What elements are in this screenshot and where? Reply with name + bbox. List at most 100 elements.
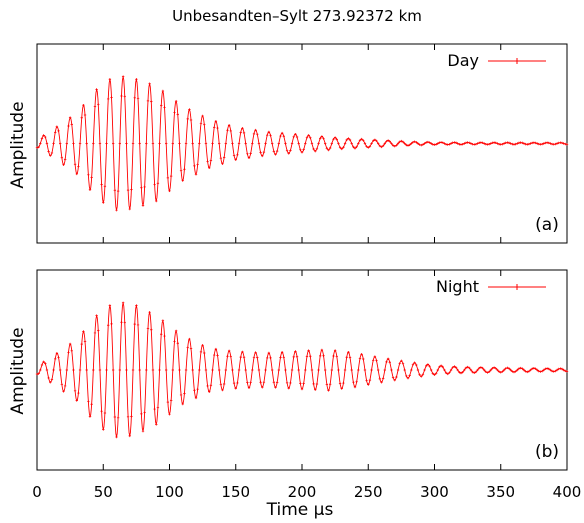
data-point <box>102 428 105 431</box>
data-point <box>300 151 304 154</box>
data-point <box>224 368 228 372</box>
data-point <box>136 97 140 100</box>
data-point <box>98 142 102 145</box>
data-point <box>305 355 309 358</box>
data-point <box>184 142 188 145</box>
data-point <box>330 142 334 145</box>
data-point <box>540 369 544 373</box>
data-point <box>214 347 218 351</box>
panel-a-legend-label: Day <box>447 51 479 70</box>
data-point <box>259 151 262 154</box>
data-point <box>340 147 343 151</box>
data-point <box>49 154 52 157</box>
data-point <box>376 142 380 145</box>
data-point <box>454 366 458 369</box>
data-point <box>131 142 135 145</box>
data-point <box>163 106 166 109</box>
data-point <box>164 142 168 145</box>
data-point <box>343 368 347 372</box>
data-point <box>204 368 208 372</box>
data-point <box>123 95 126 98</box>
data-point <box>222 156 226 159</box>
data-point <box>501 370 504 373</box>
data-point <box>98 368 102 372</box>
data-point <box>232 154 236 157</box>
data-point <box>80 116 83 119</box>
data-point <box>428 141 431 144</box>
data-point <box>110 322 113 326</box>
data-point <box>231 368 234 372</box>
data-point <box>198 142 201 145</box>
data-point <box>160 333 163 336</box>
data-point <box>280 131 284 135</box>
data-point <box>249 152 252 155</box>
data-point <box>191 368 194 372</box>
data-point <box>282 135 285 138</box>
data-point <box>365 145 368 148</box>
data-point <box>277 142 281 145</box>
data-point <box>562 368 565 372</box>
data-point <box>491 367 494 370</box>
data-point <box>130 188 133 191</box>
data-point <box>531 367 534 370</box>
data-point <box>370 142 373 145</box>
data-point <box>256 132 259 136</box>
data-point <box>479 366 483 369</box>
data-point <box>496 142 499 145</box>
data-point <box>120 321 123 324</box>
data-point <box>342 146 345 149</box>
data-point <box>459 371 463 375</box>
data-point <box>274 153 277 156</box>
data-point <box>347 137 350 140</box>
data-point <box>322 354 325 357</box>
data-point <box>338 146 342 149</box>
data-point <box>476 142 479 145</box>
data-point <box>391 376 395 379</box>
data-point <box>448 143 451 146</box>
data-point <box>244 142 247 145</box>
data-point <box>537 370 541 373</box>
data-point <box>113 189 117 192</box>
data-point <box>323 368 327 372</box>
data-point <box>317 368 320 372</box>
data-point <box>367 383 370 386</box>
data-point <box>516 142 519 145</box>
data-point <box>489 142 493 145</box>
data-point <box>257 142 261 145</box>
data-point <box>502 368 506 372</box>
data-point <box>367 146 370 149</box>
data-point <box>521 141 524 145</box>
data-point <box>93 105 97 108</box>
data-point <box>183 168 186 171</box>
data-point <box>40 363 44 367</box>
data-point <box>110 96 113 99</box>
data-point <box>494 367 497 370</box>
data-point <box>141 430 145 433</box>
data-point <box>328 146 332 150</box>
data-point <box>93 331 97 335</box>
data-point <box>294 132 297 136</box>
data-point <box>428 364 431 368</box>
data-point <box>328 383 332 386</box>
data-point <box>408 143 411 147</box>
data-point <box>279 356 282 359</box>
data-point <box>267 351 271 355</box>
data-point <box>335 355 338 358</box>
data-point <box>221 162 224 165</box>
data-point <box>299 148 302 152</box>
data-point <box>213 126 216 129</box>
x-tick-label: 0 <box>32 483 42 501</box>
data-point <box>443 142 446 145</box>
data-point <box>178 368 181 372</box>
panel-b-ylabel: Amplitude <box>8 327 28 414</box>
data-point <box>120 94 123 98</box>
data-point <box>54 131 57 134</box>
data-point <box>401 362 405 365</box>
data-point <box>310 368 314 372</box>
data-point <box>37 145 40 149</box>
data-point <box>161 319 165 322</box>
data-point <box>549 142 552 145</box>
data-point <box>241 127 244 130</box>
data-point <box>333 349 337 352</box>
data-point <box>100 183 103 186</box>
